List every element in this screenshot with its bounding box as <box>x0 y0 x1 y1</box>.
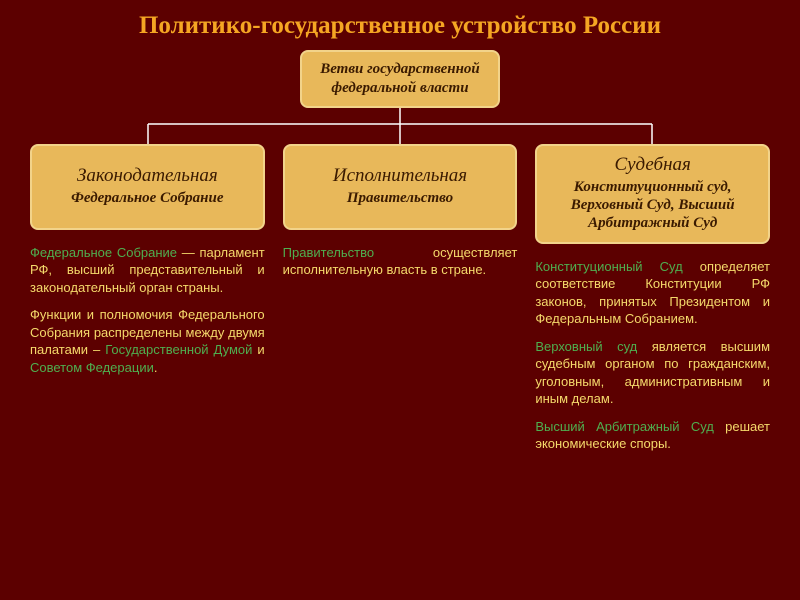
desc-paragraph: Правительство осуществляет исполнительну… <box>283 244 518 279</box>
branch-name: Исполнительная <box>293 165 508 187</box>
desc-text: . <box>154 360 158 375</box>
highlight-term: Федеральное Собрание <box>30 245 177 260</box>
desc-paragraph: Высший Арбитражный Суд решает экономичес… <box>535 418 770 453</box>
branch-desc: Федеральное Собрание — парламент РФ, выс… <box>30 244 265 377</box>
branch-box: Исполнительная Правительство <box>283 144 518 230</box>
branch-sub: Федеральное Собрание <box>40 189 255 207</box>
highlight-term: Государственной Думой <box>105 342 252 357</box>
branch-sub: Правительство <box>293 189 508 207</box>
slide: Политико-государственное устройство Росс… <box>0 0 800 600</box>
tree-connectors <box>30 108 770 144</box>
branch-desc: Правительство осуществляет исполнительну… <box>283 244 518 279</box>
highlight-term: Конституционный Суд <box>535 259 682 274</box>
highlight-term: Правительство <box>283 245 374 260</box>
branch-name: Законодательная <box>40 165 255 187</box>
desc-text: и <box>252 342 264 357</box>
branch-executive: Исполнительная Правительство Правительст… <box>283 144 518 463</box>
branch-box: Законодательная Федеральное Собрание <box>30 144 265 230</box>
desc-paragraph: Федеральное Собрание — парламент РФ, выс… <box>30 244 265 297</box>
slide-title: Политико-государственное устройство Росс… <box>30 12 770 40</box>
branch-legislative: Законодательная Федеральное Собрание Фед… <box>30 144 265 463</box>
branches-row: Законодательная Федеральное Собрание Фед… <box>30 144 770 463</box>
highlight-term: Советом Федерации <box>30 360 154 375</box>
branch-judicial: Судебная Конституционный суд, Верховный … <box>535 144 770 463</box>
branch-box: Судебная Конституционный суд, Верховный … <box>535 144 770 244</box>
root-node: Ветви государственной федеральной власти <box>300 50 500 108</box>
branch-desc: Конституционный Суд определяет соответст… <box>535 258 770 453</box>
branch-sub: Конституционный суд, Верховный Суд, Высш… <box>545 178 760 232</box>
desc-paragraph: Конституционный Суд определяет соответст… <box>535 258 770 328</box>
highlight-term: Высший Арбитражный Суд <box>535 419 714 434</box>
branch-name: Судебная <box>545 154 760 176</box>
desc-paragraph: Функции и полномочия Федерального Собран… <box>30 306 265 376</box>
desc-paragraph: Верховный суд является высшим судебным о… <box>535 338 770 408</box>
highlight-term: Верховный суд <box>535 339 637 354</box>
